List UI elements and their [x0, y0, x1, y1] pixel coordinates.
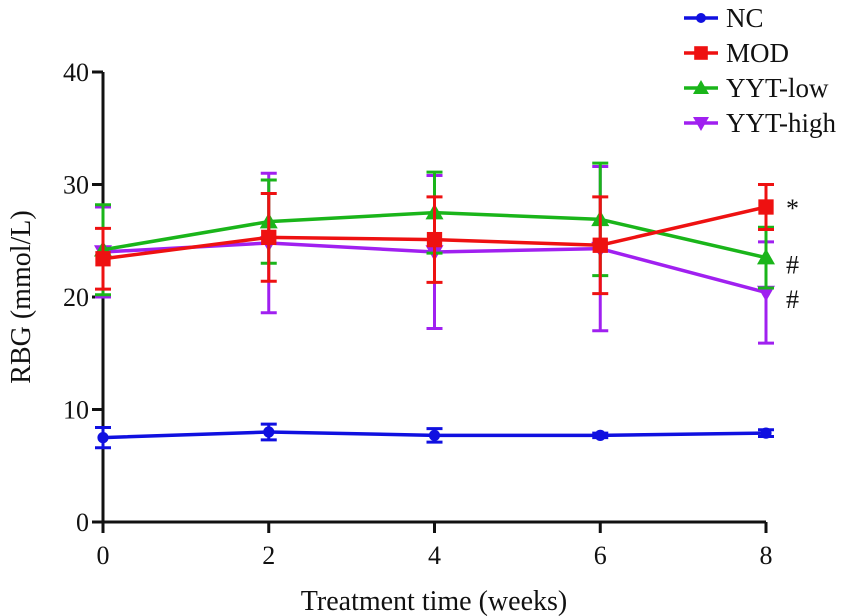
legend-item-yyt-low: YYT-low [684, 73, 829, 103]
significance-mark: * [786, 194, 799, 223]
data-point [263, 426, 275, 438]
x-ticks: 0 2 4 6 8 [97, 522, 773, 570]
y-tick-label: 10 [63, 396, 89, 425]
series-layer [94, 161, 775, 450]
data-point [97, 432, 109, 444]
legend-swatch-marker [693, 117, 709, 131]
legend-item-yyt-high: YYT-high [684, 108, 837, 138]
x-axis-title: Treatment time (weeks) [301, 586, 567, 616]
legend-swatch-marker [696, 13, 706, 23]
data-point [757, 285, 775, 302]
y-tick-label: 40 [63, 58, 89, 87]
series-nc [95, 422, 774, 450]
significance-mark: # [786, 285, 799, 314]
y-tick-label: 0 [76, 508, 89, 537]
legend-swatch-marker [693, 80, 709, 94]
legend-label: MOD [726, 38, 789, 68]
legend-label: YYT-high [726, 108, 837, 138]
y-ticks: 0 10 20 30 40 [63, 58, 103, 537]
series-mod [95, 183, 774, 296]
legend-label: YYT-low [726, 73, 829, 103]
data-point [757, 248, 775, 265]
x-tick-label: 6 [594, 541, 607, 570]
legend-item-mod: MOD [684, 38, 789, 68]
annotation-layer: * # # [786, 194, 799, 314]
y-tick-label: 30 [63, 171, 89, 200]
data-point [594, 429, 606, 441]
data-point [261, 229, 277, 246]
data-point [426, 231, 443, 248]
data-point [760, 427, 772, 439]
data-point [428, 429, 441, 441]
x-tick-label: 4 [428, 541, 441, 570]
data-point [95, 251, 111, 267]
y-axis-title: RBG (mmol/L) [6, 210, 37, 383]
legend: NC MOD YYT-low YYT-high [684, 3, 837, 138]
legend-swatch-marker [694, 46, 708, 60]
x-tick-label: 8 [760, 541, 773, 570]
legend-item-nc: NC [684, 3, 764, 33]
y-tick-label: 20 [63, 283, 89, 312]
x-tick-label: 2 [262, 541, 275, 570]
significance-mark: # [786, 250, 799, 279]
legend-label: NC [726, 3, 764, 33]
x-tick-label: 0 [97, 541, 110, 570]
data-point [758, 199, 774, 215]
data-point [592, 237, 608, 253]
